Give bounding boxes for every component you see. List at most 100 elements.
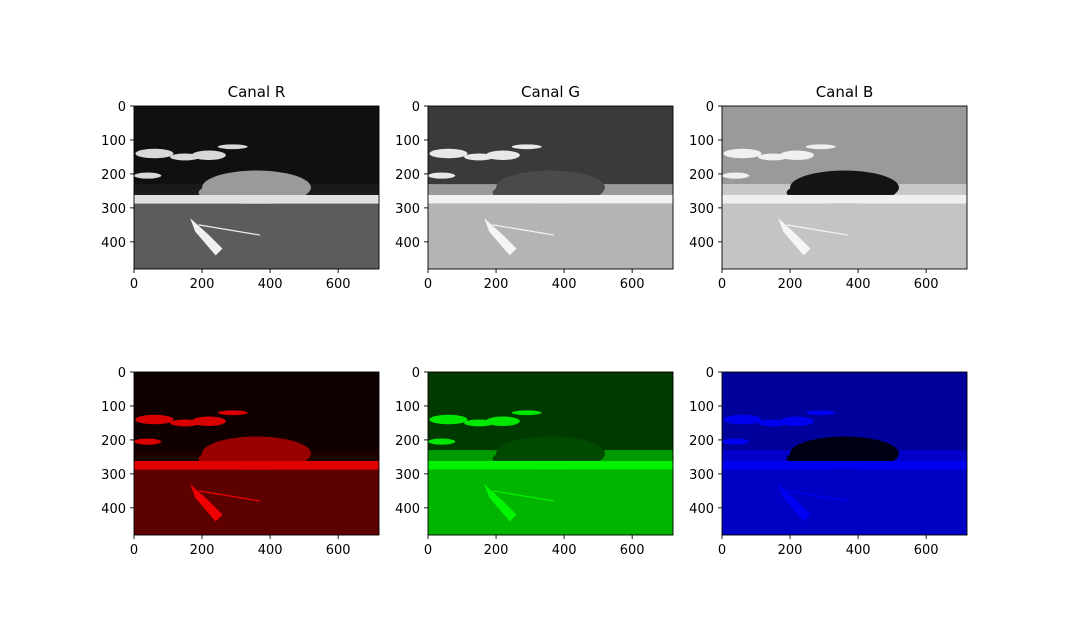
sand-bar [722,460,967,470]
y-tick-label: 0 [706,366,714,381]
y-tick-label: 200 [101,434,126,449]
y-tick-label: 400 [689,502,714,517]
boat-shape [778,484,811,522]
shallow-water [134,203,379,269]
channel-image [134,372,379,535]
x-tick-label: 400 [258,543,283,558]
channel-image [134,106,379,269]
x-tick-label: 200 [190,277,215,292]
channel-image [722,106,967,269]
subplot-4: 0 200 400 600 0 100 200 300 400 [101,366,380,558]
y-tick-label: 300 [395,202,420,217]
y-tick-label: 400 [101,502,126,517]
boat-outrigger [198,490,261,502]
axes-frame [427,105,674,270]
channel-image [428,106,673,269]
x-tick-label: 200 [778,277,803,292]
y-tick-label: 200 [689,434,714,449]
y-tick-label: 0 [118,366,126,381]
y-tick-label: 100 [101,400,126,415]
y-tick-label: 300 [101,468,126,483]
y-tick-label: 0 [706,100,714,115]
shallow-water [134,469,379,535]
x-tick-label: 0 [424,543,432,558]
y-tick-label: 300 [395,468,420,483]
y-tick-label: 300 [689,202,714,217]
sand-bar [428,460,673,470]
x-tick-label: 600 [326,277,351,292]
cloud-shape [135,414,174,425]
x-tick-label: 0 [130,543,138,558]
y-tick-label: 400 [395,236,420,251]
cloud-shape [723,414,762,425]
axes-frame [133,105,380,270]
channel-image [722,372,967,535]
cloud-shape [485,416,520,426]
shallow-water [428,203,673,269]
y-tick-label: 200 [395,434,420,449]
cloud-shape [805,144,836,150]
shallow-water [722,203,967,269]
x-tick-label: 200 [778,543,803,558]
cloud-shape [134,172,162,179]
x-tick-label: 0 [718,277,726,292]
boat-shape [484,484,517,522]
subplot-title: Canal B [816,83,874,101]
y-tick-label: 400 [101,236,126,251]
x-tick-label: 200 [190,543,215,558]
cloud-shape [135,148,174,159]
x-tick-label: 400 [258,277,283,292]
boat-outrigger [786,490,849,502]
cloud-shape [511,410,542,416]
y-tick-label: 100 [395,134,420,149]
x-tick-label: 600 [620,277,645,292]
y-tick-label: 400 [395,502,420,517]
x-tick-label: 600 [620,543,645,558]
sand-bar [134,460,379,470]
subplot-5: 0 200 400 600 0 100 200 300 400 [395,366,674,558]
subplot-title: Canal G [521,83,580,101]
y-tick-label: 200 [689,168,714,183]
boat-outrigger [492,224,555,236]
x-tick-label: 400 [552,543,577,558]
cloud-shape [217,410,248,416]
cloud-shape [217,144,248,150]
cloud-shape [723,148,762,159]
boat-outrigger [198,224,261,236]
cloud-shape [428,438,456,445]
y-tick-label: 0 [412,100,420,115]
boat-shape [778,218,811,256]
axes-frame [721,105,968,270]
cloud-shape [779,150,814,160]
sand-bar [134,194,379,204]
y-tick-label: 100 [689,134,714,149]
x-tick-label: 200 [484,543,509,558]
boat-shape [190,218,223,256]
cloud-shape [805,410,836,416]
cloud-shape [429,414,468,425]
sand-bar [428,194,673,204]
y-tick-label: 100 [689,400,714,415]
boat-outrigger [786,224,849,236]
axes-frame [721,371,968,536]
y-tick-label: 300 [689,468,714,483]
shallow-water [428,469,673,535]
cloud-shape [511,144,542,150]
x-tick-label: 0 [424,277,432,292]
x-tick-label: 400 [552,277,577,292]
boat-shape [190,484,223,522]
y-tick-label: 100 [395,400,420,415]
boat-outrigger [492,490,555,502]
x-tick-label: 400 [846,277,871,292]
axes-frame [133,371,380,536]
x-tick-label: 600 [914,277,939,292]
subplot-3: 0 200 400 600 0 100 200 300 400 Canal B [689,83,968,292]
subplot-6: 0 200 400 600 0 100 200 300 400 [689,366,968,558]
subplot-2: 0 200 400 600 0 100 200 300 400 Canal G [395,83,674,292]
axes-frame [427,371,674,536]
x-tick-label: 600 [326,543,351,558]
sand-bar [722,194,967,204]
subplot-title: Canal R [228,83,286,101]
